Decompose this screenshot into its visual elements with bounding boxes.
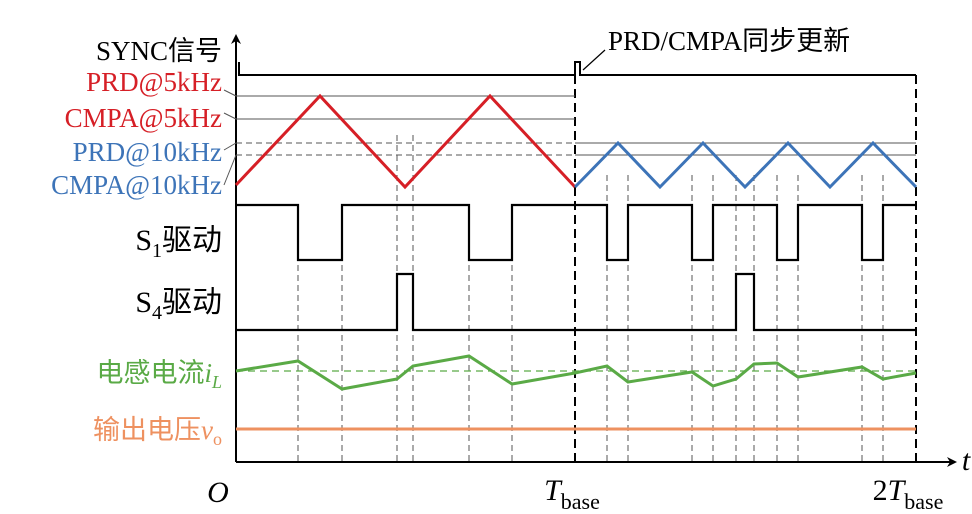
carrier-10khz-blue	[573, 140, 918, 190]
output-voltage-label: 输出电压vo	[93, 415, 222, 449]
switching-guide-lines	[297, 135, 884, 462]
carrier-5khz-red	[234, 93, 577, 190]
origin-label: O	[207, 476, 229, 509]
cmpa-5khz-label: CMPA@5kHz	[65, 103, 222, 133]
prd-10khz-tick	[223, 142, 237, 151]
sync-signal-trace	[238, 61, 916, 76]
cmpa-10khz-tick	[223, 154, 237, 186]
s4-drive-trace	[236, 272, 916, 332]
prd-10khz-label: PRD@10kHz	[73, 137, 222, 167]
s1-drive-label: S1驱动	[135, 224, 222, 262]
tbase-label: Tbase	[544, 474, 600, 514]
cmpa-10khz-label: CMPA@10kHz	[51, 170, 222, 200]
inductor-current-trace	[235, 354, 917, 391]
cmpa-5khz-tick	[223, 112, 237, 120]
2tbase-label: 2Tbase	[873, 474, 944, 514]
s1-drive-trace	[236, 203, 916, 262]
prd-5khz-label: PRD@5kHz	[86, 67, 222, 97]
sync-update-pointer	[582, 49, 606, 71]
prd-5khz-tick	[223, 89, 237, 97]
s4-drive-label: S4驱动	[135, 286, 222, 324]
inductor-current-label: 电感电流iL	[96, 358, 222, 392]
sync-signal-label: SYNC信号	[96, 36, 222, 66]
t-axis-label: t	[962, 444, 971, 477]
update-note-label: PRD/CMPA同步更新	[608, 26, 850, 56]
